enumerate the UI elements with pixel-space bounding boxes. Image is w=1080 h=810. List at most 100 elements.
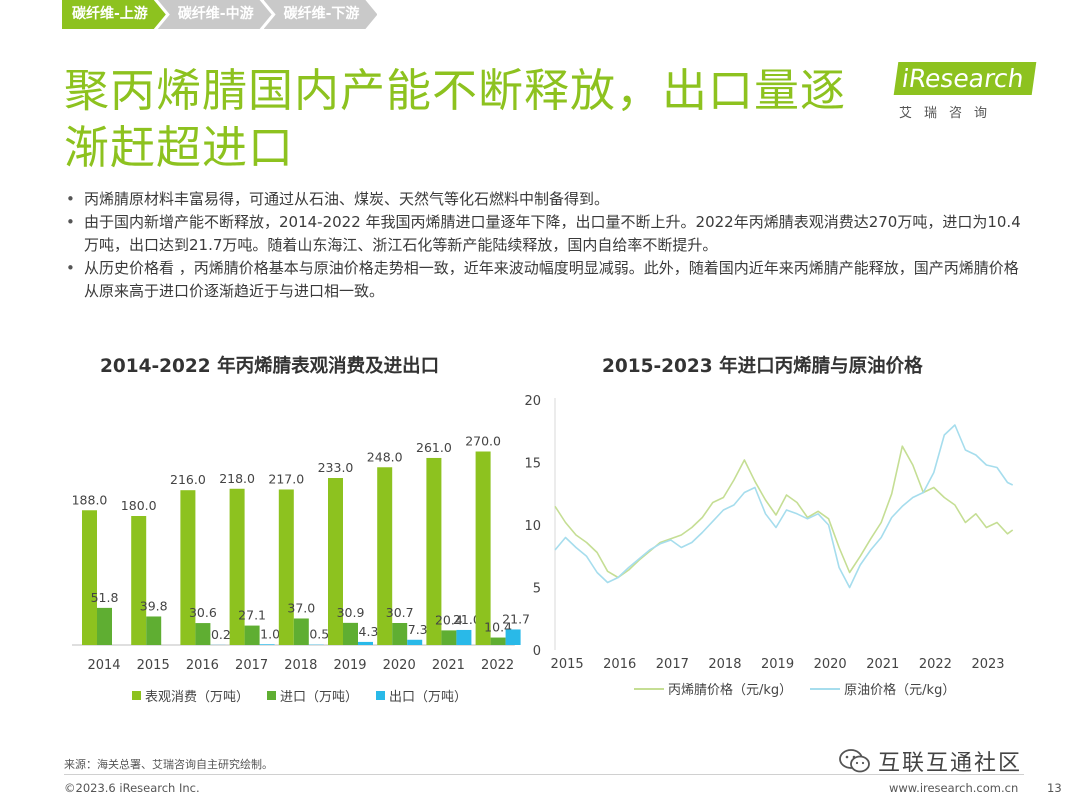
- data-label: 248.0: [367, 449, 403, 464]
- y-tick-label: 10: [524, 519, 541, 534]
- bar-export: [407, 639, 423, 645]
- bar-export: [358, 641, 373, 645]
- data-label: 0.5: [309, 627, 329, 642]
- legend-line-crude: [810, 687, 841, 690]
- watermark: 互联互通社区: [838, 745, 1022, 777]
- y-tick-label: 20: [524, 394, 541, 409]
- data-label: 10.4: [484, 620, 512, 635]
- y-tick-label: 15: [524, 457, 541, 472]
- legend-import: 进口（万吨）: [267, 686, 358, 705]
- x-tick-label: 2019: [333, 658, 366, 673]
- bar-import: [392, 622, 408, 645]
- wechat-icon: [839, 749, 870, 773]
- tab-midstream[interactable]: 碳纤维-中游: [158, 0, 272, 29]
- data-label: 30.7: [386, 605, 414, 620]
- bar-export: [456, 629, 472, 645]
- legend-acrylonitrile: 丙烯腈价格（元/kg）: [634, 679, 792, 698]
- bullet-item: 由于国内新增产能不断释放，2014-2022 年我国丙烯腈进口量逐年下降，出口量…: [64, 211, 1024, 257]
- legend-export: 出口（万吨）: [376, 686, 467, 705]
- legend-swatch-consumption: [132, 691, 141, 700]
- x-tick-label: 2014: [87, 658, 120, 673]
- footer-divider: [64, 774, 1024, 775]
- line-chart-title: 2015-2023 年进口丙烯腈与原油价格: [602, 356, 923, 377]
- data-label: 217.0: [268, 471, 304, 486]
- acrylonitrile-price-line: [554, 445, 1014, 579]
- data-label: 51.8: [91, 590, 119, 605]
- tab-downstream[interactable]: 碳纤维-下游: [264, 0, 378, 29]
- bullet-item: 从历史价格看 ，丙烯腈价格基本与原油价格走势相一致，近年来波动幅度明显减弱。此外…: [64, 257, 1024, 303]
- logo-subtitle: 艾瑞咨询: [899, 106, 1000, 121]
- data-label: 21.7: [502, 611, 530, 626]
- x-tick-label: 2015: [551, 657, 584, 672]
- breadcrumb-tabs: 碳纤维-上游 碳纤维-中游 碳纤维-下游: [62, 0, 369, 29]
- x-tick-label: 2018: [284, 658, 317, 673]
- data-label: 261.0: [416, 440, 452, 455]
- data-label: 1.0: [260, 626, 280, 641]
- bar-export: [505, 629, 521, 645]
- y-tick-label: 0: [533, 644, 541, 659]
- bar-chart-legend: 表观消费（万吨） 进口（万吨） 出口（万吨）: [132, 686, 467, 705]
- bar-import: [195, 623, 211, 645]
- x-tick-label: 2023: [971, 657, 1004, 672]
- logo-word: iResearch: [893, 62, 1036, 95]
- bar-consumption: [475, 451, 491, 645]
- copyright: ©2023.6 iResearch Inc.: [64, 781, 200, 795]
- data-label: 0.2: [211, 627, 231, 642]
- legend-swatch-import: [267, 691, 277, 700]
- bar-import: [244, 625, 260, 645]
- legend-label: 丙烯腈价格（元/kg）: [668, 683, 793, 698]
- source-note: 来源：海关总署、艾瑞咨询自主研究绘制。: [64, 758, 273, 771]
- website-link[interactable]: www.iresearch.com.cn: [889, 781, 1019, 795]
- x-tick-label: 2016: [186, 658, 219, 673]
- legend-crude: 原油价格（元/kg）: [810, 679, 955, 698]
- bar-import: [490, 637, 506, 645]
- data-label: 180.0: [121, 498, 157, 513]
- data-label: 37.0: [287, 600, 315, 615]
- data-label: 30.6: [189, 605, 217, 620]
- x-tick-label: 2015: [137, 658, 170, 673]
- bar-import: [343, 622, 358, 645]
- data-label: 270.0: [465, 434, 501, 449]
- page-title: 聚丙烯腈国内产能不断释放，出口量逐渐赶超进口: [64, 64, 847, 174]
- x-tick-label: 2017: [656, 657, 689, 672]
- x-tick-label: 2021: [866, 657, 899, 672]
- legend-line-acrylonitrile: [634, 687, 664, 690]
- bar-import: [293, 618, 309, 645]
- data-label: 233.0: [318, 460, 354, 475]
- bar-import: [146, 616, 162, 645]
- x-tick-label: 2022: [919, 657, 952, 672]
- data-label: 7.3: [408, 622, 428, 637]
- legend-label: 进口（万吨）: [280, 690, 359, 705]
- bar-consumption: [180, 490, 196, 645]
- bar-consumption: [377, 467, 393, 645]
- bullet-item: 丙烯腈原材料丰富易得，可通过从石油、煤炭、天然气等化石燃料中制备得到。: [64, 188, 1024, 211]
- x-tick-label: 2016: [603, 657, 636, 672]
- bar-import: [97, 607, 112, 645]
- line-chart-legend: 丙烯腈价格（元/kg） 原油价格（元/kg）: [634, 679, 955, 698]
- bar-chart: 188.0 51.8 2014 180.0 39.8 2015 216.0 30.6 0.2 20…: [72, 434, 530, 674]
- bar-import: [441, 630, 457, 645]
- x-tick-label: 2021: [432, 658, 465, 673]
- bar-consumption: [131, 516, 147, 645]
- data-label: 21.0: [453, 612, 481, 627]
- bar-export: [259, 644, 275, 645]
- bar-consumption: [278, 489, 294, 645]
- data-label: 30.9: [337, 605, 365, 620]
- x-tick-label: 2020: [814, 657, 847, 672]
- page-number: 13: [1047, 781, 1062, 795]
- bar-chart-title: 2014-2022 年丙烯腈表观消费及进出口: [100, 356, 440, 377]
- iresearch-logo: iResearch 艾瑞咨询: [893, 58, 1036, 124]
- legend-swatch-export: [376, 691, 386, 700]
- data-label: 216.0: [170, 472, 206, 487]
- legend-label: 原油价格（元/kg）: [844, 683, 956, 698]
- legend-label: 出口（万吨）: [389, 690, 468, 705]
- tab-upstream[interactable]: 碳纤维-上游: [62, 0, 166, 29]
- bar-consumption: [426, 457, 442, 645]
- bar-consumption: [82, 510, 97, 645]
- data-label: 188.0: [72, 492, 108, 507]
- data-label: 4.3: [359, 624, 379, 639]
- data-label: 20.4: [435, 612, 463, 627]
- bar-consumption: [328, 478, 343, 645]
- x-tick-label: 2022: [481, 658, 514, 673]
- line-chart: 0 5 10 15 20 2015 2016 2017 2018 2019 2020 2021 2022…: [524, 394, 1014, 672]
